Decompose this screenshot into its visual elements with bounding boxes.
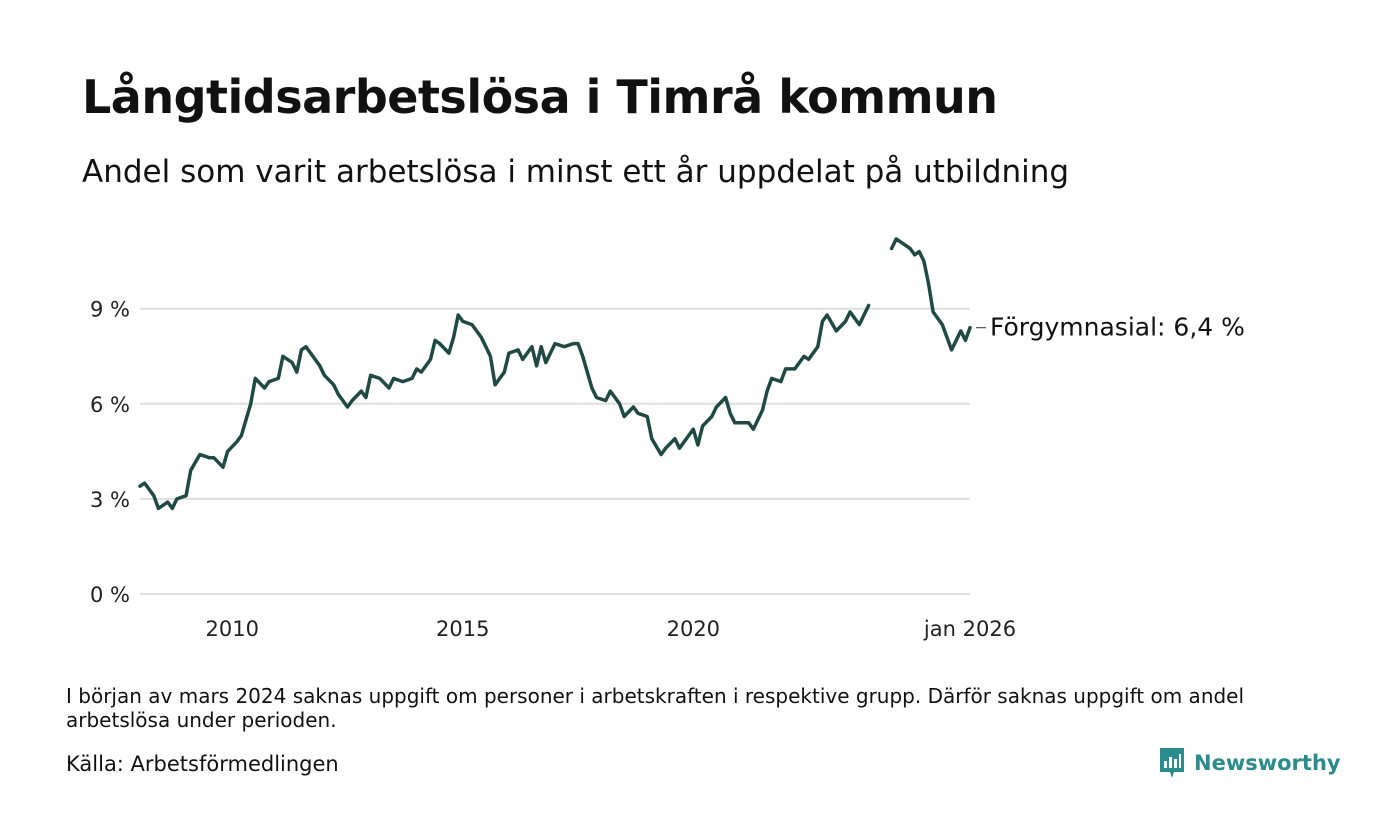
x-tick-label: 2010 bbox=[205, 617, 258, 641]
y-tick-label: 3 % bbox=[90, 488, 130, 512]
x-tick-label: jan 2026 bbox=[923, 617, 1016, 641]
series-line-0 bbox=[138, 303, 871, 511]
x-tick-label: 2015 bbox=[436, 617, 489, 641]
series-lines bbox=[138, 237, 972, 511]
x-tick-label: 2020 bbox=[667, 617, 720, 641]
source-text: Källa: Arbetsförmedlingen bbox=[66, 752, 339, 776]
newsworthy-logo-icon bbox=[1160, 748, 1184, 778]
y-tick-label: 6 % bbox=[90, 393, 130, 417]
brand-name: Newsworthy bbox=[1194, 751, 1341, 775]
series-end-label: Förgymnasial: 6,4 % bbox=[990, 313, 1245, 342]
gridlines bbox=[140, 307, 970, 595]
chart-title: Långtidsarbetslösa i Timrå kommun bbox=[82, 70, 998, 124]
axis-ticks: 0 % 3 % 6 % 9 % 2010 2015 2020 jan 2026 bbox=[90, 298, 1016, 641]
newsworthy-logo: Newsworthy bbox=[1158, 746, 1341, 780]
chart-subtitle: Andel som varit arbetslösa i minst ett å… bbox=[82, 154, 1070, 190]
series-labels: Förgymnasial: 6,4 % bbox=[976, 313, 1245, 342]
y-tick-label: 0 % bbox=[90, 583, 130, 607]
y-tick-label: 9 % bbox=[90, 298, 130, 322]
footnote: I början av mars 2024 saknas uppgift om … bbox=[66, 684, 1245, 732]
line-chart: Förgymnasial: 6,4 % 0 % 3 % 6 % 9 % 2010 2015… bbox=[90, 237, 1245, 641]
series-line-0 bbox=[889, 237, 972, 352]
